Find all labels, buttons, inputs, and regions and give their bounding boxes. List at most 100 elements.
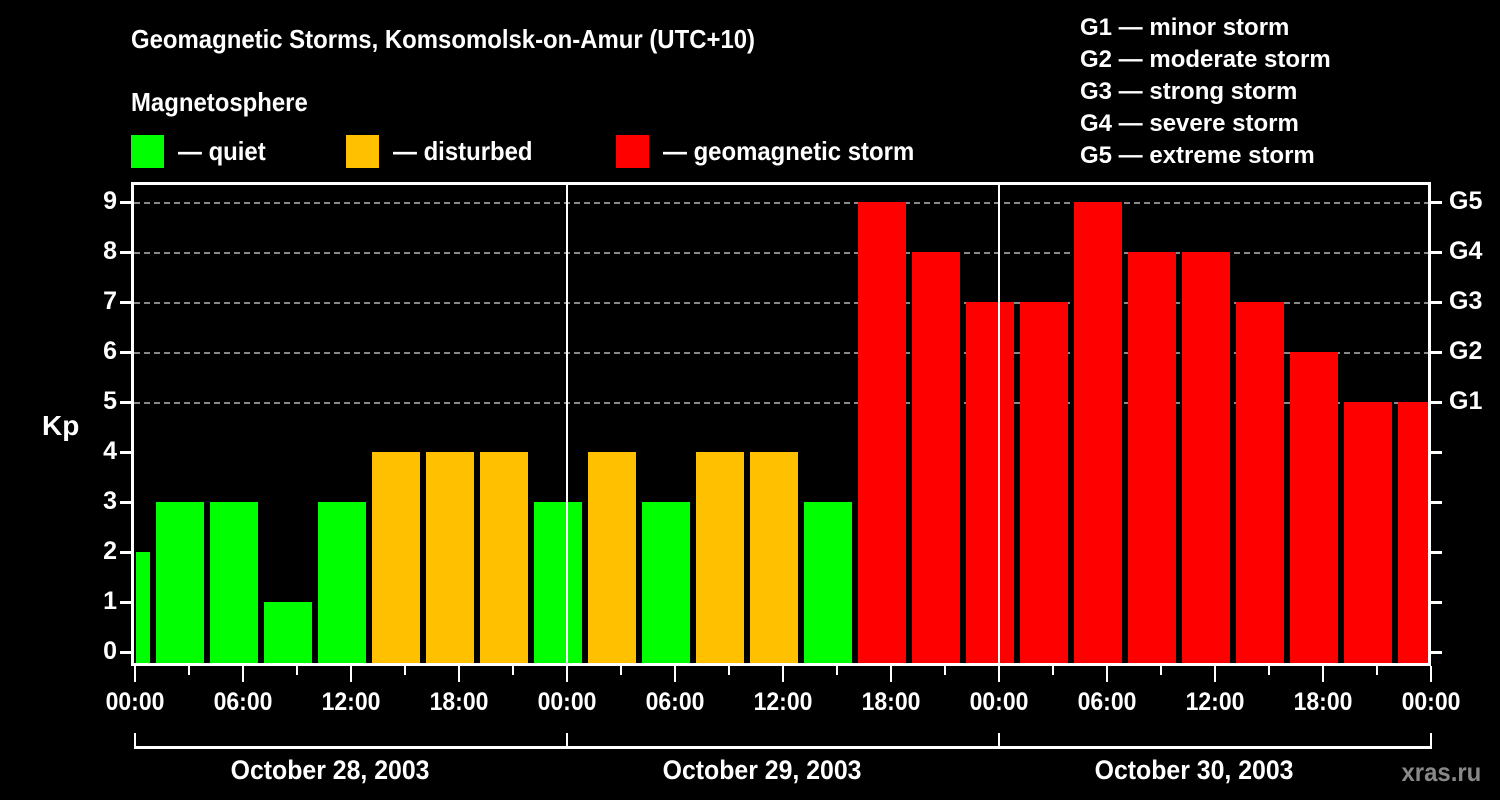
g-scale-g4: G4 — severe storm [1080,110,1299,137]
kp-bar [696,452,744,666]
gridline [134,202,1430,204]
legend-disturbed-label: — disturbed [393,135,533,166]
kp-bar [912,252,960,666]
y-tick-label: 0 [103,637,117,665]
x-tick-label: 00:00 [105,688,165,716]
y-tick [120,301,131,304]
y-tick [120,401,131,404]
x-tick-label: 18:00 [1293,688,1353,716]
y-tick-label: 1 [103,587,117,615]
kp-bar [804,502,852,666]
y-tick-label: 7 [103,287,117,315]
legend-storm: — geomagnetic storm [616,134,936,168]
kp-bar [426,452,474,666]
kp-bar [1344,402,1392,666]
legend-disturbed: — disturbed [346,134,545,168]
kp-bar [372,452,420,666]
x-tick [620,666,622,675]
date-label: October 30, 2003 [1094,755,1294,785]
x-tick [1160,666,1162,675]
x-tick-label: 00:00 [969,688,1029,716]
y-tick-label: 2 [103,537,117,565]
x-tick [1430,666,1432,682]
kp-bar [318,502,366,666]
kp-bar [1398,402,1428,666]
x-tick [188,666,190,675]
kp-bar [1182,252,1230,666]
x-tick-label: 18:00 [861,688,921,716]
y2-tick [1431,351,1442,354]
quiet-swatch-icon [131,134,164,168]
date-bracket-tick [566,733,568,748]
gridline [134,352,1430,354]
kp-bar [750,452,798,666]
x-tick [1106,666,1108,682]
x-tick [242,666,244,682]
x-tick-label: 00:00 [1401,688,1461,716]
x-tick-label: 12:00 [321,688,381,716]
y-tick [120,501,131,504]
storm-swatch-icon [616,134,649,168]
x-tick [512,666,514,675]
kp-bar [1128,252,1176,666]
x-tick [674,666,676,682]
y-tick-label: 3 [103,487,117,515]
y-tick-label: 8 [103,237,117,265]
x-tick [890,666,892,682]
y-tick [120,601,131,604]
disturbed-swatch-icon [346,134,379,168]
y-tick [120,551,131,554]
y-tick-label: 6 [103,337,117,365]
kp-bar [966,302,1014,666]
y-tick [120,451,131,454]
day-divider [566,182,568,666]
y2-tick [1431,251,1442,254]
legend-quiet: — quiet [131,134,273,168]
g-scale-g3: G3 — strong storm [1080,78,1298,105]
x-tick [836,666,838,675]
x-tick-label: 00:00 [537,688,597,716]
x-tick [782,666,784,682]
g-scale-g2: G2 — moderate storm [1080,46,1331,73]
watermark: xras.ru [1401,757,1482,787]
y-tick [120,351,131,354]
x-tick [998,666,1000,682]
x-tick-label: 12:00 [1185,688,1245,716]
y-tick [120,251,131,254]
gridline [134,302,1430,304]
x-tick [1214,666,1216,682]
kp-bar [642,502,690,666]
g-level-label: G3 [1449,287,1483,315]
date-bracket-tick [998,733,1000,748]
y-tick-label: 4 [103,437,117,465]
x-tick-label: 18:00 [429,688,489,716]
y-tick-label: 5 [103,387,117,415]
day-divider [998,182,1000,666]
g-level-label: G4 [1449,237,1483,265]
x-tick [1052,666,1054,675]
gridline [134,402,1430,404]
y-axis-label: Kp [42,410,80,441]
legend-heading: Magnetosphere [131,87,308,117]
g-level-label: G1 [1449,387,1483,415]
g-scale-g1: G1 — minor storm [1080,14,1290,41]
y2-tick [1431,401,1442,404]
y2-tick [1431,651,1442,654]
y2-tick [1431,551,1442,554]
x-tick [134,666,136,682]
y2-tick [1431,451,1442,454]
date-label: October 28, 2003 [230,755,430,785]
g-level-label: G2 [1449,337,1483,365]
date-bracket-tick [134,733,136,748]
kp-bar [534,502,582,666]
legend-storm-label: — geomagnetic storm [663,135,915,166]
kp-bar [1236,302,1284,666]
x-tick-label: 12:00 [753,688,813,716]
legend-quiet-label: — quiet [178,135,266,166]
x-tick [1376,666,1378,675]
kp-bar [210,502,258,666]
y-tick [120,201,131,204]
y-tick-label: 9 [103,187,117,215]
x-tick [296,666,298,675]
kp-bar [858,202,906,666]
